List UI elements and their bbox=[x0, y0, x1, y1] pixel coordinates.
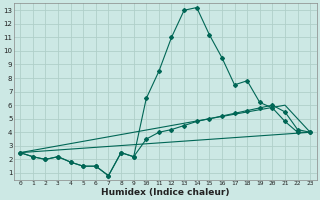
X-axis label: Humidex (Indice chaleur): Humidex (Indice chaleur) bbox=[101, 188, 229, 197]
